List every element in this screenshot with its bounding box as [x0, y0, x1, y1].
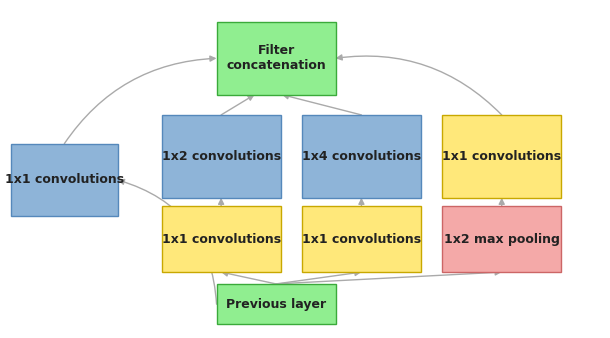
Text: 1x1 convolutions: 1x1 convolutions — [162, 233, 281, 246]
Text: 1x4 convolutions: 1x4 convolutions — [302, 150, 421, 163]
FancyBboxPatch shape — [11, 144, 118, 216]
Text: 1x1 convolutions: 1x1 convolutions — [302, 233, 421, 246]
Text: 1x1 convolutions: 1x1 convolutions — [5, 173, 124, 187]
FancyBboxPatch shape — [217, 284, 336, 324]
Text: Previous layer: Previous layer — [226, 298, 326, 311]
FancyBboxPatch shape — [442, 206, 561, 272]
FancyBboxPatch shape — [302, 115, 421, 198]
Text: Filter
concatenation: Filter concatenation — [226, 44, 326, 72]
Text: 1x2 convolutions: 1x2 convolutions — [162, 150, 281, 163]
FancyBboxPatch shape — [217, 22, 336, 95]
FancyBboxPatch shape — [302, 206, 421, 272]
FancyBboxPatch shape — [162, 206, 281, 272]
Text: 1x2 max pooling: 1x2 max pooling — [444, 233, 559, 246]
FancyBboxPatch shape — [442, 115, 561, 198]
FancyBboxPatch shape — [162, 115, 281, 198]
Text: 1x1 convolutions: 1x1 convolutions — [442, 150, 561, 163]
